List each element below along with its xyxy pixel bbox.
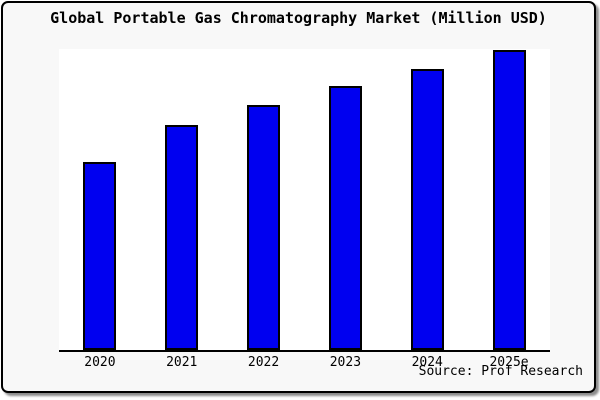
chart-frame: Global Portable Gas Chromatography Marke… — [1, 1, 596, 393]
bar-2025e — [492, 50, 526, 350]
bar-2020 — [83, 162, 117, 350]
x-tick-label-2020: 2020 — [84, 355, 116, 370]
x-tick-label-2025e: 2025e — [489, 355, 529, 370]
bar-2022 — [247, 105, 281, 350]
source-credit: Source: Prof Research — [418, 364, 583, 379]
plot-area — [59, 49, 550, 352]
x-tick-label-2022: 2022 — [247, 355, 280, 370]
bar-2023 — [328, 86, 362, 350]
bar-2021 — [165, 125, 199, 350]
chart-title: Global Portable Gas Chromatography Marke… — [50, 9, 547, 27]
bar-2024 — [410, 69, 444, 350]
x-tick-label-2021: 2021 — [166, 355, 198, 370]
x-tick-label-2023: 2023 — [329, 355, 362, 370]
x-tick-label-2024: 2024 — [411, 355, 443, 370]
x-axis-labels: 2020 2021 2022 2023 2024 2025e — [59, 355, 550, 370]
bars-container — [59, 49, 550, 350]
